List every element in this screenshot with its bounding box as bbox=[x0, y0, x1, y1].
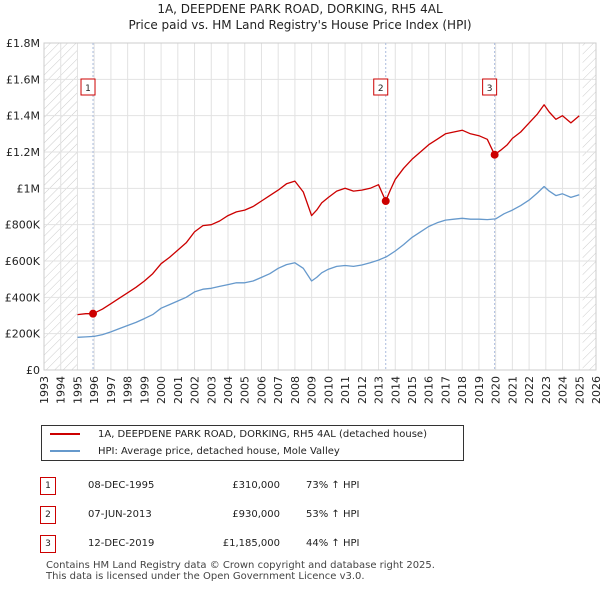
transaction-hpi: 73% ↑ HPI bbox=[306, 480, 360, 491]
x-tick-label: 1999 bbox=[138, 376, 151, 404]
x-tick-label: 2013 bbox=[373, 376, 386, 404]
x-tick-label: 2005 bbox=[239, 376, 252, 404]
footer-licence: This data is licensed under the Open Gov… bbox=[46, 571, 365, 582]
table-row: 3 12-DEC-2019 £1,185,000 44% ↑ HPI bbox=[40, 529, 396, 558]
x-tick-label: 2004 bbox=[222, 376, 235, 404]
x-tick-label: 1994 bbox=[55, 376, 68, 404]
x-tick-label: 2009 bbox=[306, 376, 319, 404]
x-tick-label: 2001 bbox=[172, 376, 185, 404]
sale-label: 2 bbox=[378, 84, 384, 94]
x-tick-label: 2010 bbox=[322, 376, 335, 404]
transaction-price: £1,185,000 bbox=[222, 538, 280, 549]
chart-subtitle: Price paid vs. HM Land Registry's House … bbox=[128, 18, 472, 32]
plot-background bbox=[44, 43, 596, 370]
transaction-marker-cell: 3 bbox=[40, 529, 88, 558]
x-tick-label: 2020 bbox=[490, 376, 503, 404]
x-tick-label: 2014 bbox=[389, 376, 402, 404]
x-tick-label: 1996 bbox=[88, 376, 101, 404]
x-tick-label: 2002 bbox=[189, 376, 202, 404]
x-tick-label: 2023 bbox=[540, 376, 553, 404]
y-tick-label: £1.6M bbox=[6, 73, 40, 86]
table-row: 2 07-JUN-2013 £930,000 53% ↑ HPI bbox=[40, 500, 396, 529]
x-tick-label: 2017 bbox=[439, 376, 452, 404]
price-chart: £0 £200K £400K £600K £800K £1M £1.2M £1.4M £1.6M… bbox=[5, 37, 600, 404]
chart-title: 1A, DEEPDENE PARK ROAD, DORKING, RH5 4AL bbox=[157, 2, 443, 16]
plot-border bbox=[43, 42, 597, 371]
x-tick-label: 1997 bbox=[105, 376, 118, 404]
x-tick-label: 2021 bbox=[506, 376, 519, 404]
transaction-hpi: 53% ↑ HPI bbox=[306, 509, 360, 520]
y-tick-label: £0 bbox=[26, 364, 40, 377]
x-tick-label: 2016 bbox=[423, 376, 436, 404]
x-tick-label: 2008 bbox=[289, 376, 302, 404]
x-tick-label: 1998 bbox=[122, 376, 135, 404]
y-tick-label: £1.4M bbox=[6, 110, 40, 123]
x-tick-label: 1993 bbox=[38, 376, 51, 404]
x-tick-label: 2024 bbox=[557, 376, 570, 404]
sale-label-box bbox=[80, 78, 96, 96]
y-tick-label: £200K bbox=[5, 328, 41, 341]
transaction-date: 07-JUN-2013 bbox=[88, 509, 152, 520]
x-tick-label: 2018 bbox=[456, 376, 469, 404]
x-tick-label: 2015 bbox=[406, 376, 419, 404]
transaction-marker: 1 bbox=[40, 476, 56, 495]
hatched-region bbox=[582, 43, 596, 370]
sale-point bbox=[381, 197, 390, 206]
sale-label-box bbox=[482, 78, 498, 96]
transaction-date: 12-DEC-2019 bbox=[88, 538, 155, 549]
x-tick-label: 2003 bbox=[205, 376, 218, 404]
y-tick-label: £600K bbox=[5, 255, 41, 268]
sale-label: 3 bbox=[487, 84, 493, 94]
x-tick-label: 2022 bbox=[523, 376, 536, 404]
y-tick-label: £1.2M bbox=[6, 146, 40, 159]
series-line bbox=[77, 185, 580, 338]
x-tick-label: 2007 bbox=[272, 376, 285, 404]
legend-label-property: 1A, DEEPDENE PARK ROAD, DORKING, RH5 4AL… bbox=[98, 429, 427, 440]
y-tick-label: £1.8M bbox=[6, 37, 40, 50]
x-tick-label: 2012 bbox=[356, 376, 369, 404]
transaction-marker: 2 bbox=[40, 505, 56, 524]
x-tick-label: 2006 bbox=[255, 376, 268, 404]
sale-point bbox=[490, 150, 499, 159]
series-line bbox=[77, 104, 580, 316]
x-tick-label: 2026 bbox=[590, 376, 600, 404]
transaction-marker: 3 bbox=[40, 534, 56, 553]
transaction-marker-cell: 1 bbox=[40, 471, 88, 500]
table-row: 1 08-DEC-1995 £310,000 73% ↑ HPI bbox=[40, 471, 396, 500]
sale-label: 1 bbox=[85, 84, 91, 94]
x-tick-label: 2000 bbox=[155, 376, 168, 404]
x-tick-label: 2025 bbox=[573, 376, 586, 404]
legend-item-hpi: HPI: Average price, detached house, Mole… bbox=[50, 444, 340, 460]
transaction-hpi: 44% ↑ HPI bbox=[306, 538, 360, 549]
chart-legend: 1A, DEEPDENE PARK ROAD, DORKING, RH5 4AL… bbox=[41, 425, 464, 461]
legend-item-property: 1A, DEEPDENE PARK ROAD, DORKING, RH5 4AL… bbox=[50, 427, 427, 443]
transactions-table: 1 08-DEC-1995 £310,000 73% ↑ HPI 2 07-JU… bbox=[40, 471, 396, 558]
legend-label-hpi: HPI: Average price, detached house, Mole… bbox=[98, 446, 340, 457]
transaction-date: 08-DEC-1995 bbox=[88, 480, 155, 491]
y-tick-label: £1M bbox=[17, 182, 41, 195]
legend-swatch-hpi bbox=[50, 450, 80, 452]
transaction-price: £310,000 bbox=[232, 480, 280, 491]
x-tick-label: 2019 bbox=[473, 376, 486, 404]
footer-copyright: Contains HM Land Registry data © Crown c… bbox=[46, 560, 435, 571]
x-tick-label: 1995 bbox=[71, 376, 84, 404]
x-tick-label: 2011 bbox=[339, 376, 352, 404]
y-tick-label: £800K bbox=[5, 219, 41, 232]
transaction-price: £930,000 bbox=[232, 509, 280, 520]
legend-swatch-property bbox=[50, 433, 80, 435]
y-tick-label: £400K bbox=[5, 291, 41, 304]
transaction-marker-cell: 2 bbox=[40, 500, 88, 529]
sale-point bbox=[89, 309, 98, 318]
sale-label-box bbox=[373, 78, 389, 96]
footer: Contains HM Land Registry data © Crown c… bbox=[46, 560, 435, 582]
